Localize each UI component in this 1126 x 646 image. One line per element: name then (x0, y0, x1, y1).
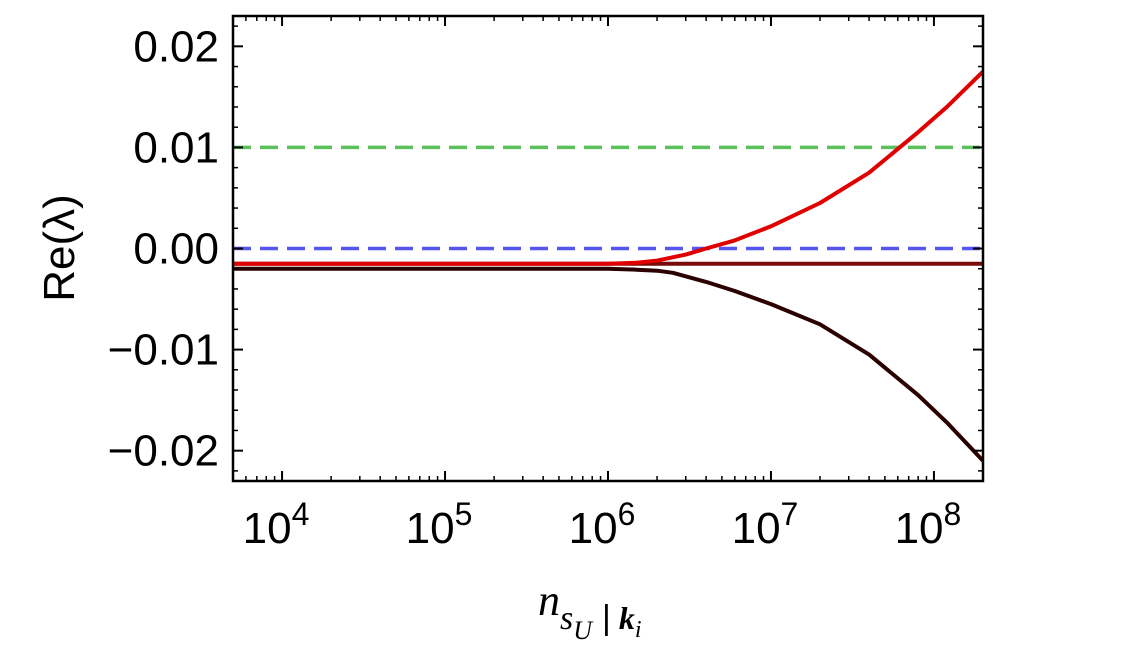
y-tick-label: −0.01 (108, 326, 219, 375)
svg-text:Re(λ): Re(λ) (35, 194, 84, 302)
series-line-dark-falling (233, 266, 983, 463)
tick-layer: 0.02 0.01 0.00 −0.01 −0.02 104 105 106 107 108 (108, 16, 984, 553)
x-tick-label: 104 (243, 496, 310, 553)
svg-text:nsU|ki: nsU | ki (538, 576, 642, 645)
x-label-condition: k (619, 600, 635, 636)
x-label-condition-subscript: i (635, 617, 642, 643)
y-tick-label: 0.02 (133, 22, 219, 71)
x-label-subscript: s (560, 600, 573, 637)
series-layer (233, 70, 983, 463)
x-tick-label: 108 (895, 496, 962, 553)
series-line-red-rising (233, 70, 983, 266)
x-axis-label: nsU | ki (538, 576, 642, 645)
x-tick-label: 107 (732, 496, 799, 553)
x-label-base: n (538, 576, 560, 625)
y-tick-label: −0.02 (108, 427, 219, 476)
x-tick-label: 106 (569, 496, 636, 553)
x-label-subsubscript: U (573, 616, 594, 645)
y-tick-label: 0.01 (133, 123, 219, 172)
y-tick-label: 0.00 (133, 225, 219, 274)
y-axis-label: Re(λ) (35, 194, 84, 302)
y-axis-label-text: Re(λ) (35, 194, 84, 302)
x-label-separator: | (602, 599, 611, 637)
x-tick-label: 105 (406, 496, 473, 553)
